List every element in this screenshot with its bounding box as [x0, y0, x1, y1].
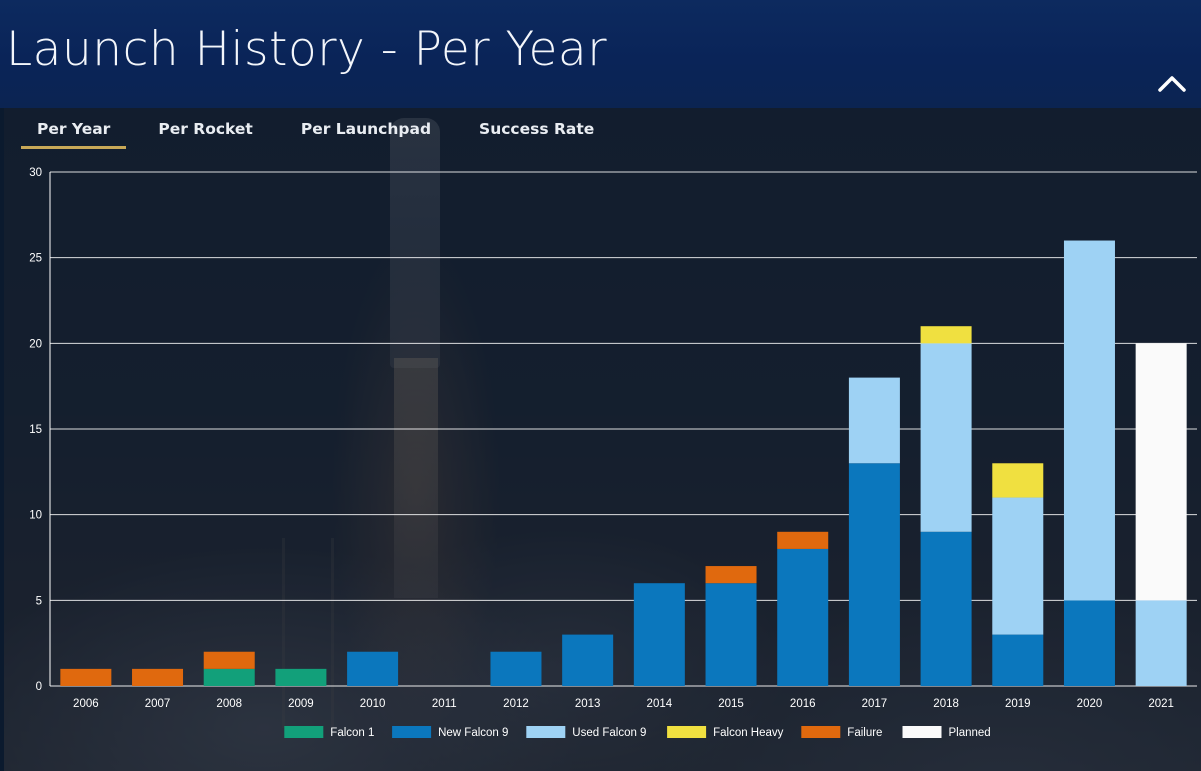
x-tick-label: 2010 — [360, 698, 386, 710]
x-tick-label: 2021 — [1148, 698, 1174, 710]
y-tick-label: 30 — [29, 167, 42, 179]
bar-new-falcon-9 — [633, 583, 685, 686]
tab-per-launchpad[interactable]: Per Launchpad — [300, 120, 432, 138]
bar-new-falcon-9 — [992, 634, 1044, 686]
x-tick-label: 2019 — [1005, 698, 1031, 710]
bar-failure — [132, 668, 184, 686]
page-header: Launch History - Per Year — [0, 0, 1201, 108]
bar-used-falcon-9 — [1063, 240, 1115, 601]
bar-new-falcon-9 — [848, 463, 900, 686]
bar-new-falcon-9 — [347, 651, 399, 686]
legend-swatch — [801, 726, 841, 738]
legend-swatch — [667, 726, 707, 738]
x-tick-label: 2006 — [73, 698, 99, 710]
bar-new-falcon-9 — [920, 531, 972, 686]
legend-label: Falcon Heavy — [713, 727, 784, 739]
x-tick-label: 2018 — [933, 698, 959, 710]
x-tick-label: 2009 — [288, 698, 314, 710]
x-tick-label: 2013 — [575, 698, 601, 710]
legend-label: Used Falcon 9 — [572, 727, 646, 739]
x-tick-label: 2015 — [718, 698, 744, 710]
legend-label: Falcon 1 — [330, 727, 374, 739]
tab-per-rocket[interactable]: Per Rocket — [158, 120, 253, 138]
legend-swatch — [284, 726, 324, 738]
tab-bar: Per Year Per Rocket Per Launchpad Succes… — [21, 108, 610, 152]
y-tick-label: 0 — [36, 681, 42, 693]
bar-used-falcon-9 — [920, 343, 972, 532]
y-tick-label: 5 — [36, 595, 42, 607]
bar-new-falcon-9 — [1063, 600, 1115, 686]
y-tick-label: 15 — [29, 424, 42, 436]
x-tick-label: 2008 — [216, 698, 242, 710]
bar-new-falcon-9 — [562, 634, 614, 686]
bar-falcon-heavy — [992, 463, 1044, 498]
tab-success-rate[interactable]: Success Rate — [479, 120, 595, 138]
legend-swatch — [902, 726, 942, 738]
x-tick-label: 2016 — [790, 698, 816, 710]
x-tick-label: 2011 — [432, 698, 457, 710]
bar-used-falcon-9 — [1135, 600, 1187, 686]
bar-new-falcon-9 — [777, 548, 829, 686]
tab-per-year[interactable]: Per Year — [21, 108, 127, 152]
x-tick-label: 2007 — [145, 698, 171, 710]
legend-swatch — [392, 726, 432, 738]
bar-planned — [1135, 343, 1187, 601]
x-tick-label: 2014 — [647, 698, 673, 710]
bar-falcon-heavy — [920, 326, 972, 344]
y-tick-label: 25 — [29, 253, 42, 265]
page-title: Launch History - Per Year — [6, 22, 608, 77]
y-tick-label: 10 — [29, 510, 42, 522]
x-tick-label: 2020 — [1077, 698, 1103, 710]
x-tick-label: 2017 — [862, 698, 888, 710]
bar-new-falcon-9 — [490, 651, 542, 686]
bar-used-falcon-9 — [848, 377, 900, 464]
bar-failure — [203, 651, 255, 669]
bar-falcon-1 — [275, 668, 327, 686]
x-tick-label: 2012 — [503, 698, 529, 710]
bar-used-falcon-9 — [992, 497, 1044, 635]
chart-panel: Per Year Per Rocket Per Launchpad Succes… — [4, 108, 1201, 771]
legend-label: New Falcon 9 — [438, 727, 508, 739]
bar-failure — [705, 566, 757, 584]
bar-failure — [60, 668, 112, 686]
y-tick-label: 20 — [29, 338, 42, 350]
legend-label: Failure — [847, 727, 882, 739]
chevron-up-icon[interactable] — [1157, 72, 1187, 96]
legend-swatch — [526, 726, 566, 738]
bar-falcon-1 — [203, 668, 255, 686]
legend-label: Planned — [949, 727, 991, 739]
launch-history-chart: 0 5 10 15 20 25 30 2006 2007 2008 2009 2010 2011 2012… — [29, 167, 1197, 739]
bar-new-falcon-9 — [705, 583, 757, 686]
bar-failure — [777, 531, 829, 549]
